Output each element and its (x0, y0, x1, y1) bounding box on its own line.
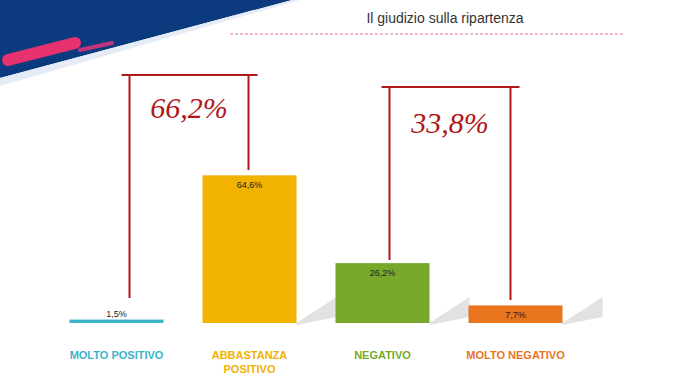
category-label: NEGATIVO (328, 348, 438, 362)
stage: Il giudizio sulla ripartenza 1,5% 64,6% 26,… (0, 0, 678, 378)
data-label: 26,2% (370, 268, 396, 278)
category-label: MOLTO NEGATIVO (461, 348, 571, 362)
data-label: 64,6% (237, 180, 263, 190)
bar (469, 305, 563, 323)
header-accent (80, 43, 112, 50)
bars (70, 175, 563, 323)
annotation: 66,2% (150, 91, 228, 124)
data-label: 1,5% (106, 309, 127, 319)
bracket (382, 86, 520, 88)
title: Il giudizio sulla ripartenza (366, 10, 523, 26)
title-rule (230, 34, 625, 35)
category-label: MOLTO POSITIVO (62, 348, 172, 362)
header-accent (8, 43, 75, 60)
header-stripe (0, 0, 300, 86)
bracket (248, 75, 250, 170)
bar (203, 175, 297, 323)
bar-shadow (430, 297, 470, 325)
category-label: ABBASTANZA POSITIVO (195, 348, 305, 376)
bar-shadow (563, 297, 603, 325)
bracket (389, 87, 391, 260)
bar (336, 263, 430, 323)
bracket (510, 87, 512, 300)
bracket (129, 75, 131, 298)
annotations: 66,2% 33,8% (122, 75, 520, 300)
annotation: 33,8% (410, 106, 489, 139)
data-labels: 1,5% 64,6% 26,2% 7,7% (106, 180, 526, 320)
bracket (122, 74, 258, 76)
bar-shadow (297, 297, 337, 325)
data-label: 7,7% (505, 310, 526, 320)
bar (70, 320, 164, 323)
